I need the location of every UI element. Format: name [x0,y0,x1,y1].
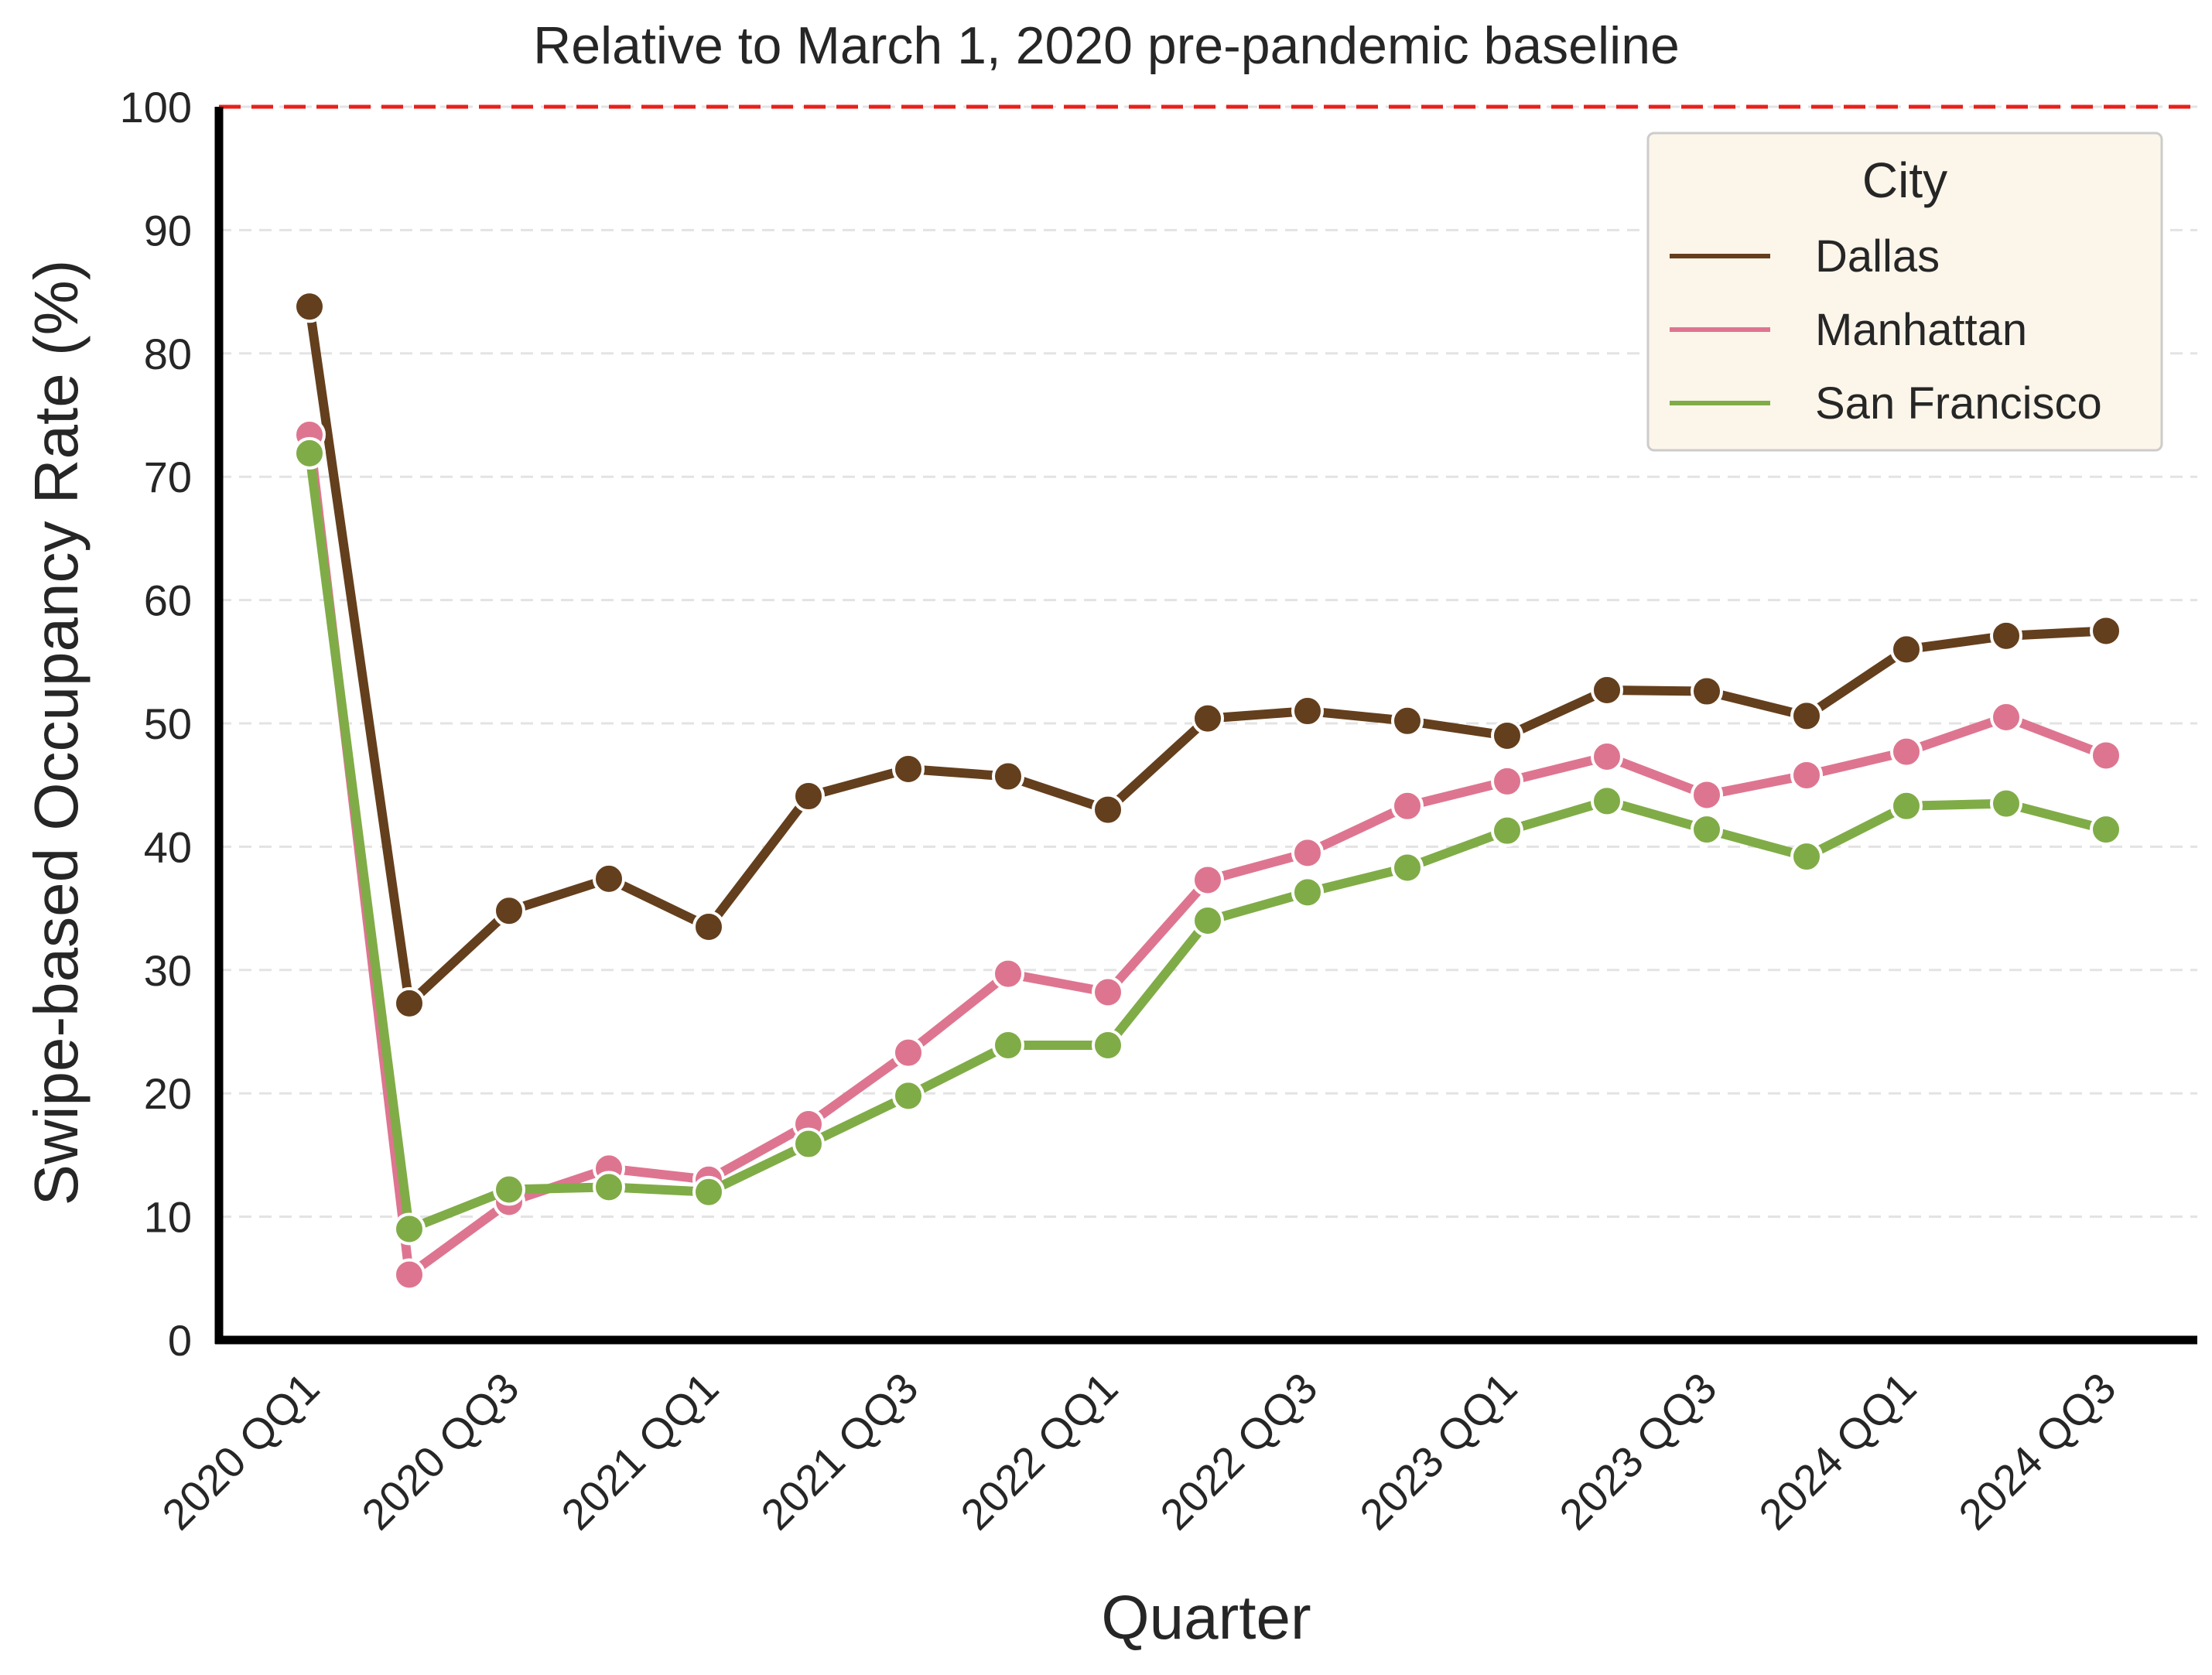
data-point [1291,695,1324,728]
y-tick-label: 90 [144,206,192,255]
data-point [1191,702,1224,735]
data-point [1491,719,1523,752]
data-point [1491,764,1523,798]
x-tick-label: 2023 QQ3 [1550,1363,1725,1539]
data-point [1790,699,1823,733]
legend-label: San Francisco [1815,378,2102,429]
axes [214,107,2197,1345]
data-point [593,862,625,895]
data-point [792,1127,825,1161]
y-tick-label: 0 [168,1316,192,1365]
data-point [393,1258,426,1291]
y-tick-label: 60 [144,576,192,625]
data-point [1890,633,1923,666]
legend-item: San Francisco [1670,378,2102,429]
y-tick-label: 80 [144,330,192,378]
y-tick-labels: 0 10 20 30 40 50 60 70 80 90 100 [120,83,192,1365]
x-tick-label: 2020 QQ3 [352,1363,528,1539]
x-tick-label: 2022 QQ1 [951,1363,1127,1539]
series-manhattan [293,419,2122,1291]
data-point [892,752,925,785]
data-point [593,1171,625,1204]
data-point [1990,619,2022,652]
legend-item: Manhattan [1670,305,2027,355]
data-point [1092,793,1124,826]
data-point [992,957,1024,990]
data-point [1591,785,1623,818]
x-tick-label: 2024 QQ1 [1749,1363,1925,1539]
x-tick-label: 2021 QQ1 [552,1363,727,1539]
data-point [1191,863,1224,897]
data-point [293,436,326,470]
x-tick-label: 2023 QQ1 [1350,1363,1526,1539]
data-point [2090,813,2122,846]
data-point [892,1036,925,1069]
data-point [1391,851,1424,884]
data-point [493,1173,525,1206]
data-point [1391,704,1424,737]
data-point [692,1175,725,1208]
y-tick-label: 30 [144,946,192,995]
data-point [1890,789,1923,822]
data-point [1591,740,1623,774]
x-axis-label: Quarter [1101,1583,1311,1652]
legend-box [1646,132,2163,452]
data-point [1591,673,1623,706]
data-point [293,290,326,323]
x-tick-label: 2022 QQ3 [1150,1363,1326,1539]
x-tick-labels: 2020 QQ1 2020 QQ3 2021 QQ1 2021 QQ3 2022 QQ1… [152,1363,2125,1539]
legend-title: City [1862,152,1947,208]
y-tick-label: 70 [144,453,192,501]
data-point [892,1079,925,1113]
y-axis-label: Swipe-based Occupancy Rate (%) [22,260,91,1206]
legend-label: Manhattan [1815,305,2027,355]
series-group [293,290,2122,1291]
legend: City Dallas Manhattan San Francisco [1646,132,2163,452]
data-point [1391,789,1424,822]
data-point [1790,758,1823,791]
data-point [1790,840,1823,873]
data-point [692,911,725,944]
data-point [2090,739,2122,772]
data-point [393,1212,426,1246]
data-point [2090,614,2122,648]
x-tick-label: 2020 QQ1 [152,1363,328,1539]
x-tick-label: 2024 QQ3 [1949,1363,2125,1539]
data-point [992,1029,1024,1062]
data-point [1092,976,1124,1009]
data-point [1691,778,1723,812]
series-line [305,448,2111,1234]
data-point [1291,876,1324,909]
y-tick-label: 100 [120,83,192,132]
x-tick-label: 2021 QQ3 [751,1363,927,1539]
data-point [1691,675,1723,708]
data-point [1291,836,1324,870]
data-point [1890,735,1923,768]
data-point [992,760,1024,793]
data-point [1191,904,1224,938]
y-tick-label: 40 [144,822,192,871]
series-line [305,430,2111,1280]
legend-entries: Dallas Manhattan San Francisco [1670,231,2102,429]
data-point [1691,813,1723,846]
data-point [493,894,525,928]
data-point [1990,701,2022,734]
data-point [1990,787,2022,820]
data-point [1491,814,1523,847]
y-tick-label: 50 [144,699,192,748]
series-san-francisco [293,436,2122,1246]
legend-item: Dallas [1670,231,1940,282]
y-tick-label: 10 [144,1193,192,1242]
y-tick-label: 20 [144,1069,192,1118]
legend-label: Dallas [1815,231,1940,282]
data-point [1092,1029,1124,1062]
chart-title: Relative to March 1, 2020 pre-pandemic b… [533,16,1680,75]
series-dallas [293,290,2122,1020]
data-point [393,986,426,1020]
data-point [792,780,825,813]
